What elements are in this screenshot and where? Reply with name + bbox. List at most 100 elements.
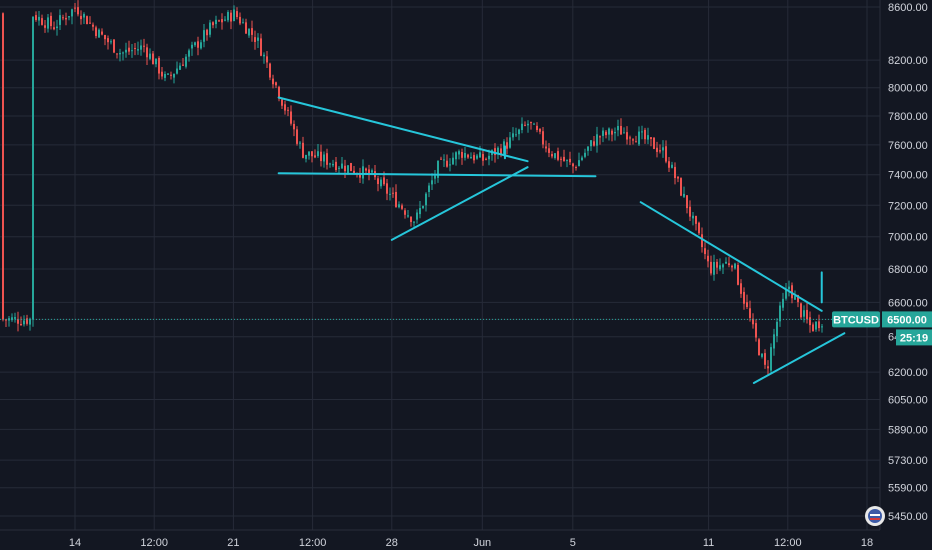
candle <box>476 153 478 160</box>
candle <box>353 166 355 174</box>
candle <box>74 3 76 13</box>
candle <box>62 14 64 21</box>
candle <box>374 164 376 180</box>
candle <box>281 98 283 109</box>
candle <box>212 21 214 29</box>
trendline[interactable] <box>639 201 823 312</box>
candle <box>323 151 325 168</box>
candle <box>44 19 46 33</box>
candle <box>179 62 181 71</box>
candle <box>689 200 691 222</box>
candle <box>812 322 814 332</box>
candle <box>122 51 124 61</box>
trendline[interactable] <box>277 96 529 163</box>
symbol-badge: BTCUSD <box>832 311 880 328</box>
candle <box>128 40 130 55</box>
candle <box>524 121 526 127</box>
candle <box>533 122 535 125</box>
trendline[interactable] <box>752 332 846 384</box>
candle <box>113 38 115 54</box>
candle <box>134 43 136 56</box>
candle <box>485 157 487 161</box>
candle <box>542 126 544 149</box>
candle <box>368 164 370 181</box>
y-tick-label: 7800.00 <box>888 111 928 123</box>
y-tick-label: 6600.00 <box>888 297 928 309</box>
candle <box>305 154 307 163</box>
x-tick-label: Jun <box>473 537 491 549</box>
candle <box>329 162 331 168</box>
candle <box>428 182 430 198</box>
candle <box>611 128 613 142</box>
candle <box>737 262 739 286</box>
price-axis[interactable]: 8600.00 8200.00 8000.00 7800.00 7600.00 7400.… <box>879 0 932 550</box>
candle <box>50 12 52 30</box>
candle <box>719 258 721 272</box>
candle <box>221 13 223 30</box>
candle <box>743 287 745 310</box>
trendline[interactable] <box>277 172 597 178</box>
candle <box>398 201 400 209</box>
candle <box>746 294 748 309</box>
candle <box>653 136 655 150</box>
candle <box>521 117 523 134</box>
candle <box>446 154 448 168</box>
candle <box>293 120 295 137</box>
candle <box>554 152 556 160</box>
candle <box>563 149 565 162</box>
candle <box>359 167 361 184</box>
candle <box>284 100 286 115</box>
candle <box>248 28 250 38</box>
candle <box>806 302 808 324</box>
candle <box>188 48 190 62</box>
y-tick-label: 7600.00 <box>888 140 928 152</box>
last-price-badge: 6500.00 <box>882 311 932 328</box>
candle <box>395 184 397 208</box>
time-axis[interactable]: 14 12:00 21 12:00 28 Jun 5 11 12:00 18 <box>0 529 880 550</box>
trendline[interactable] <box>390 166 529 241</box>
candle <box>434 170 436 185</box>
candle <box>440 156 442 160</box>
candle <box>437 160 439 183</box>
candle <box>785 282 787 301</box>
candle <box>401 203 403 211</box>
trendlines[interactable] <box>277 96 846 384</box>
x-tick-label: 5 <box>570 537 576 549</box>
candle <box>5 318 7 328</box>
x-tick-label: 14 <box>69 537 81 549</box>
candle <box>65 12 67 26</box>
candle <box>119 48 121 62</box>
candle <box>83 12 85 24</box>
candle <box>80 10 82 25</box>
candle <box>707 249 709 268</box>
candle <box>602 127 604 143</box>
candle <box>551 151 553 159</box>
candle <box>680 177 682 197</box>
flag-icon[interactable] <box>865 506 885 526</box>
candle <box>194 41 196 47</box>
candle <box>593 135 595 147</box>
candle <box>299 141 301 149</box>
candle <box>251 20 253 42</box>
candle <box>716 258 718 275</box>
candle <box>725 257 727 265</box>
candle <box>86 15 88 25</box>
candle <box>560 156 562 167</box>
candle <box>257 33 259 49</box>
candle <box>587 145 589 156</box>
candle <box>236 7 238 20</box>
candle <box>350 162 352 172</box>
candle <box>344 159 346 179</box>
candle <box>650 136 652 147</box>
candle <box>632 138 634 145</box>
candle <box>302 136 304 159</box>
candle <box>629 135 631 146</box>
candle <box>218 19 220 23</box>
candle <box>530 121 532 130</box>
candle <box>569 151 571 165</box>
candle <box>506 137 508 155</box>
candle <box>761 352 763 359</box>
y-tick-label: 7200.00 <box>888 200 928 212</box>
candle <box>2 12 4 322</box>
